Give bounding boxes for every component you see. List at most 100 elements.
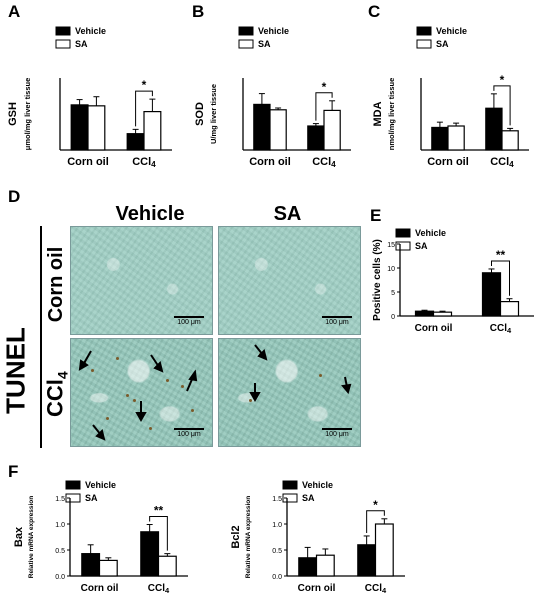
y-axis-sublabel: nmol/mg liver tissue xyxy=(387,78,396,151)
bar-vehicle xyxy=(253,103,271,151)
x-tick-label: CCl4 xyxy=(490,323,512,335)
legend-swatch-vehicle xyxy=(55,26,71,36)
bar-sa xyxy=(98,559,118,577)
tunel-column-vehicle-label: Vehicle xyxy=(115,203,185,225)
significance-bracket: * xyxy=(315,80,333,121)
bracket-line xyxy=(493,85,511,126)
bracket-line xyxy=(149,516,168,551)
legend: Vehicle SA xyxy=(65,480,116,503)
chart-f2: Vehicle SA 0.0 0.5 1.0 1.5 Bcl2 Relative mRNA e… xyxy=(230,480,405,595)
legend-label-sa: SA xyxy=(75,39,88,49)
bar-vehicle xyxy=(70,104,89,151)
panel-letter-b: B xyxy=(192,2,205,21)
legend-swatch-sa xyxy=(238,39,254,49)
y-axis-sublabel: U/mg liver tissue xyxy=(209,84,218,144)
y-tick-label: 1.0 xyxy=(272,522,282,529)
x-tick-label: Corn oil xyxy=(298,583,336,594)
x-tick-label: Corn oil xyxy=(249,156,291,168)
tunel-row-ccl4-label: CCl4 xyxy=(42,371,71,418)
scale-bar: 100 μm xyxy=(322,428,352,438)
x-tick-label: CCl4 xyxy=(365,583,387,595)
bar-vehicle xyxy=(298,557,318,577)
legend-label-sa: SA xyxy=(302,493,315,503)
legend-label-vehicle: Vehicle xyxy=(436,26,467,36)
chart-e: Vehicle SA 0 5 10 15 Positive cells (%) Corn oi… xyxy=(372,228,534,335)
legend-label-vehicle: Vehicle xyxy=(302,480,333,490)
legend-label-sa: SA xyxy=(85,493,98,503)
panel-letter-f: F xyxy=(8,462,19,481)
legend-swatch-sa xyxy=(65,493,81,503)
y-tick-label: 10 xyxy=(387,266,395,273)
x-tick-label: CCl4 xyxy=(132,156,156,169)
bar-sa xyxy=(143,110,162,151)
significance-mark: * xyxy=(500,73,505,87)
significance-bracket: ** xyxy=(491,248,510,296)
significance-mark: ** xyxy=(496,248,506,262)
bar-sa xyxy=(87,105,106,151)
bar-vehicle xyxy=(81,553,101,577)
scale-bar: 100 μm xyxy=(174,428,204,438)
scale-bar: 100 μm xyxy=(322,316,352,326)
chart-f1: Vehicle SA 0.0 0.5 1.0 1.5 Bax Relative mRNA ex… xyxy=(13,480,188,595)
x-tick-label: Corn oil xyxy=(81,583,119,594)
legend-swatch-vehicle xyxy=(238,26,254,36)
legend-swatch-vehicle xyxy=(282,480,298,490)
legend-label-sa: SA xyxy=(415,241,428,251)
y-tick-label: 0 xyxy=(391,314,395,321)
micrograph-ccl4-vehicle: 100 μm xyxy=(70,338,213,447)
y-axis-label: Bcl2 xyxy=(230,525,242,548)
y-tick-label: 0.5 xyxy=(55,548,65,555)
legend-label-vehicle: Vehicle xyxy=(415,228,446,238)
y-tick-label: 1.5 xyxy=(55,496,65,503)
y-tick-label: 0.0 xyxy=(272,574,282,581)
bar-sa xyxy=(501,130,519,151)
x-tick-label: Corn oil xyxy=(67,156,109,168)
significance-bracket: ** xyxy=(149,504,168,551)
x-tick-label: CCl4 xyxy=(148,583,170,595)
significance-mark: * xyxy=(373,498,378,512)
bar-sa xyxy=(157,555,177,577)
significance-mark: ** xyxy=(154,504,164,518)
legend-swatch-vehicle xyxy=(65,480,81,490)
bar-sa xyxy=(499,300,520,317)
y-axis-sublabel: Relative mRNA expression xyxy=(28,496,35,579)
bar-sa xyxy=(447,125,465,151)
bar-vehicle xyxy=(414,310,435,317)
legend-label-vehicle: Vehicle xyxy=(85,480,116,490)
panel-letter-e: E xyxy=(370,206,382,225)
chart-b: Vehicle SA SOD U/mg liver tissue Corn oil CCl… xyxy=(194,26,351,169)
bar-sa xyxy=(374,523,394,577)
x-tick-label: Corn oil xyxy=(427,156,469,168)
y-tick-label: 15 xyxy=(387,242,395,249)
micrograph-corn-oil-vehicle: 100 μm xyxy=(70,226,213,335)
bar-vehicle xyxy=(307,125,325,151)
bracket-line xyxy=(491,260,510,296)
bar-vehicle xyxy=(431,126,449,151)
legend-swatch-vehicle xyxy=(395,228,411,238)
legend-swatch-vehicle xyxy=(416,26,432,36)
legend-swatch-sa xyxy=(416,39,432,49)
x-tick-label: Corn oil xyxy=(415,323,453,334)
significance-mark: * xyxy=(142,78,147,92)
y-tick-label: 1.5 xyxy=(272,496,282,503)
bar-vehicle xyxy=(357,544,377,577)
bar-vehicle xyxy=(485,107,503,151)
y-tick-label: 0.0 xyxy=(55,574,65,581)
legend-label-vehicle: Vehicle xyxy=(75,26,106,36)
legend-swatch-sa xyxy=(282,493,298,503)
legend-label-sa: SA xyxy=(436,39,449,49)
y-axis-label: Bax xyxy=(13,526,25,547)
scale-bar: 100 μm xyxy=(174,316,204,326)
chart-c: Vehicle SA MDA nmol/mg liver tissue Corn oil… xyxy=(372,26,529,169)
panel-letter-d: D xyxy=(8,187,21,206)
x-tick-label: CCl4 xyxy=(490,156,514,169)
legend: Vehicle SA xyxy=(395,228,446,251)
chart-a: Vehicle SA GSH μmol/mg liver tissue Corn oil… xyxy=(7,26,172,169)
bar-vehicle xyxy=(140,531,160,577)
arrow-icon xyxy=(249,344,352,403)
y-axis-label: GSH xyxy=(7,102,19,126)
y-tick-label: 5 xyxy=(391,290,395,297)
panel-letter-a: A xyxy=(8,2,21,21)
arrow-icon xyxy=(78,350,198,441)
